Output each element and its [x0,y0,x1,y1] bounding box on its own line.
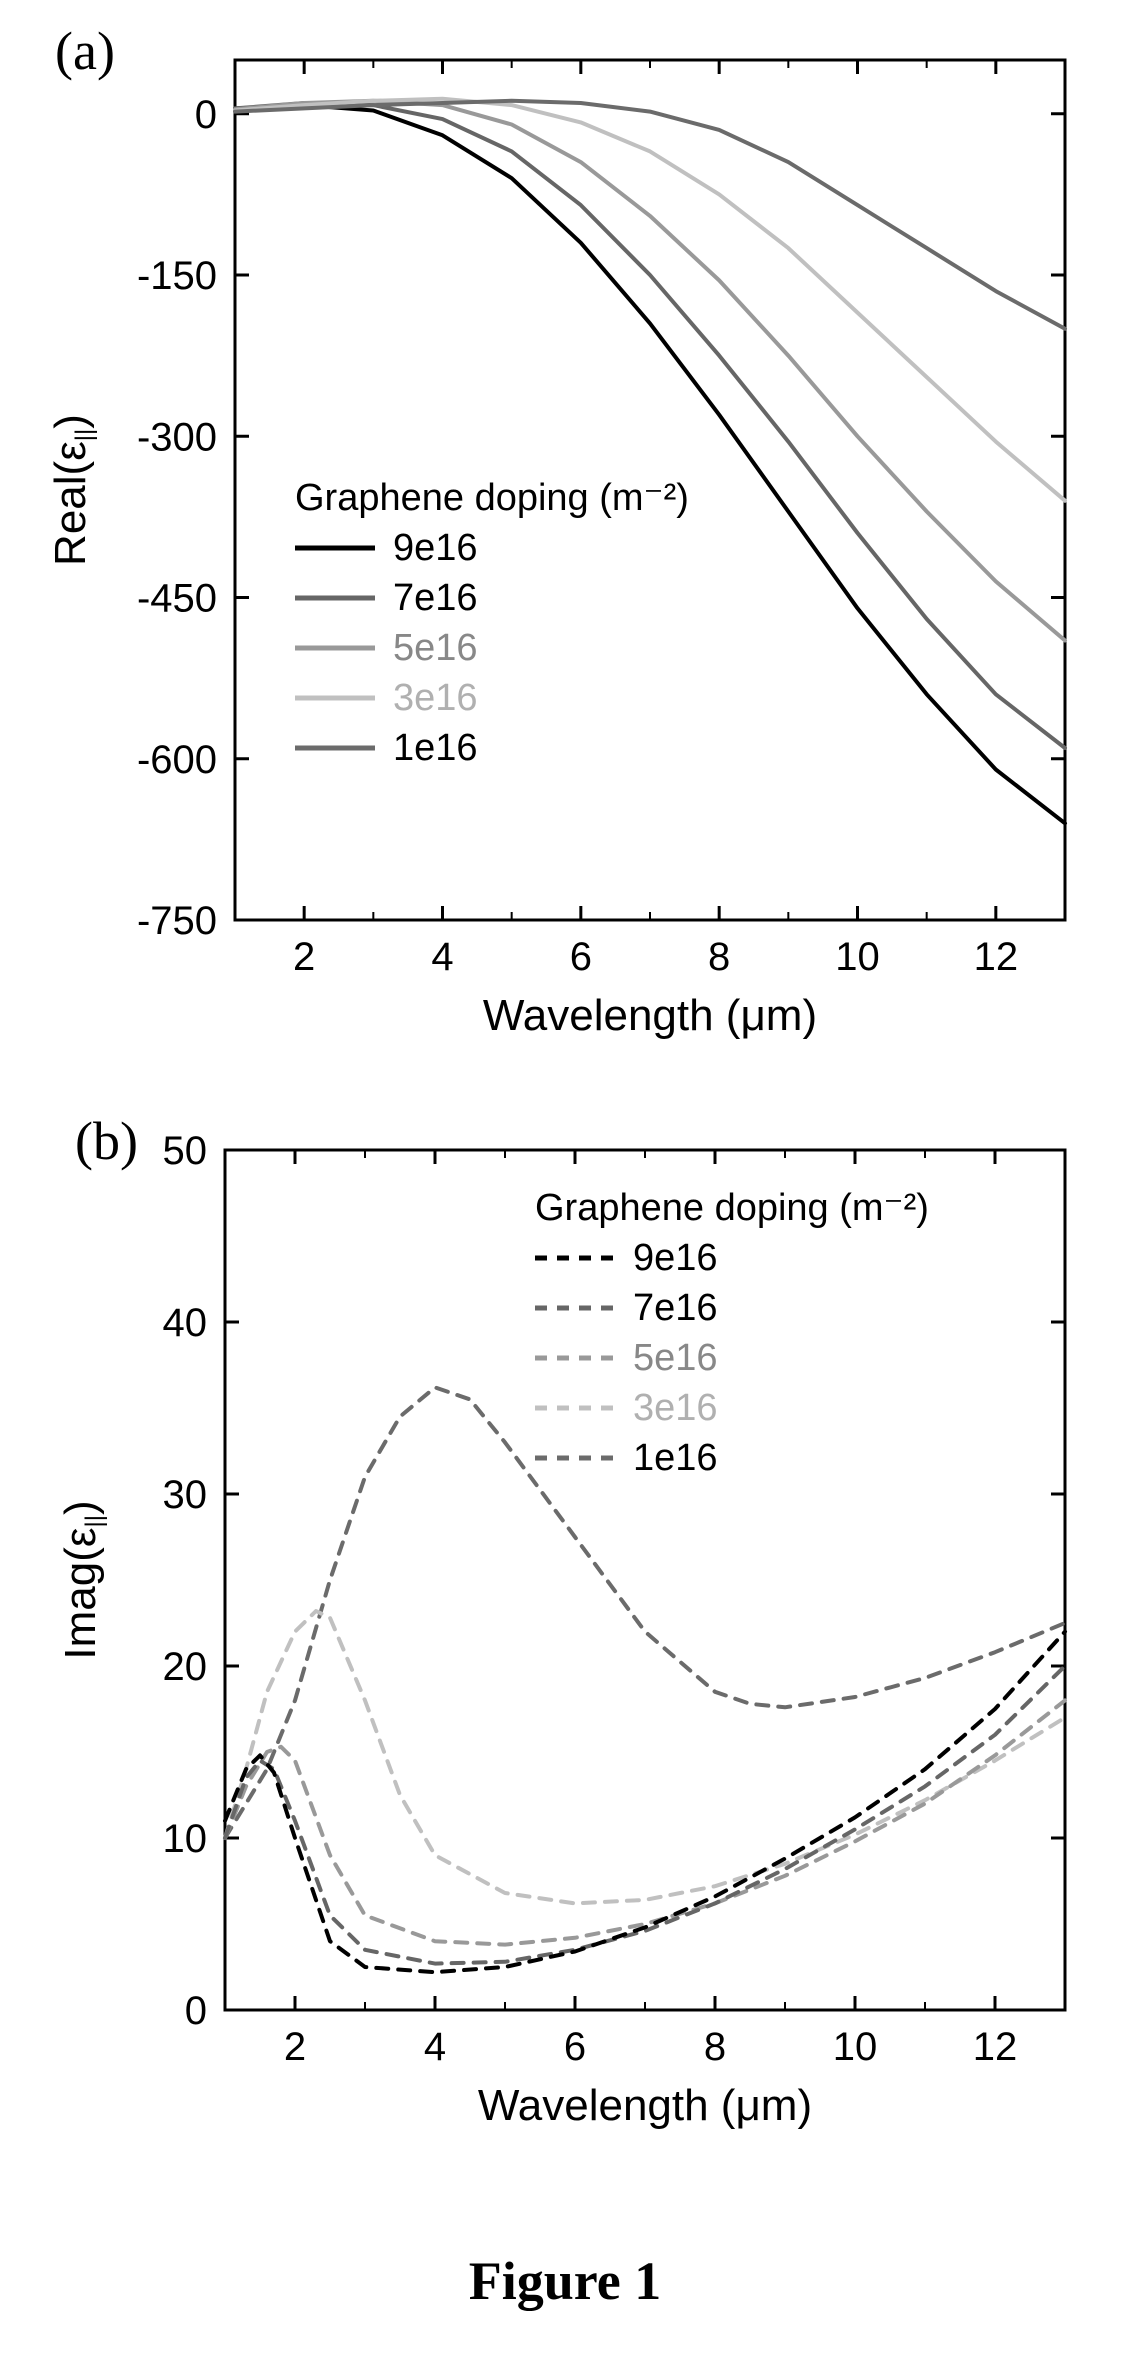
svg-text:5e16: 5e16 [633,1337,718,1379]
svg-text:-600: -600 [137,738,217,782]
svg-text:12: 12 [974,935,1019,979]
svg-text:8: 8 [708,935,730,979]
svg-text:12: 12 [973,2025,1018,2069]
svg-text:9e16: 9e16 [393,527,478,569]
panel-a-label: (a) [55,20,115,82]
svg-text:4: 4 [424,2025,446,2069]
svg-text:Wavelength (μm): Wavelength (μm) [478,2081,812,2130]
svg-text:Graphene doping (m⁻²): Graphene doping (m⁻²) [295,477,689,519]
svg-text:0: 0 [185,1989,207,2033]
svg-text:10: 10 [833,2025,878,2069]
svg-text:20: 20 [163,1645,208,1689]
panel-b: (b) 2 4 6 8 10 12 0 10 20 30 40 50 Wavelength (μm) Im… [35,1110,1095,2160]
svg-text:7e16: 7e16 [633,1287,718,1329]
panel-a-chart: 2 4 6 8 10 12 0 -150 -300 -450 -600 -750 Wavelength … [35,20,1095,1070]
svg-text:5e16: 5e16 [393,627,478,669]
svg-text:40: 40 [163,1301,208,1345]
svg-text:7e16: 7e16 [393,577,478,619]
svg-text:-750: -750 [137,899,217,943]
svg-text:30: 30 [163,1473,208,1517]
svg-text:1e16: 1e16 [393,727,478,769]
svg-text:3e16: 3e16 [633,1387,718,1429]
svg-text:2: 2 [293,935,315,979]
panel-b-chart: 2 4 6 8 10 12 0 10 20 30 40 50 Wavelength (μm) Imag(ε… [35,1110,1095,2160]
svg-text:Imag(ε||): Imag(ε||) [56,1500,108,1659]
panel-a: (a) 2 4 6 8 10 12 0 -150 -300 -450 -600 -750 Wavelen… [35,20,1095,1070]
svg-text:-450: -450 [137,577,217,621]
svg-text:1e16: 1e16 [633,1437,718,1479]
panel-b-label: (b) [75,1110,138,1172]
svg-text:Wavelength (μm): Wavelength (μm) [483,991,817,1040]
svg-text:4: 4 [431,935,453,979]
svg-text:6: 6 [564,2025,586,2069]
figure-page: (a) 2 4 6 8 10 12 0 -150 -300 -450 -600 -750 Wavelen… [0,0,1130,2352]
svg-text:6: 6 [570,935,592,979]
svg-text:0: 0 [195,93,217,137]
svg-text:-150: -150 [137,254,217,298]
svg-text:8: 8 [704,2025,726,2069]
figure-caption: Figure 1 [0,2250,1130,2312]
svg-text:9e16: 9e16 [633,1237,718,1279]
svg-text:3e16: 3e16 [393,677,478,719]
svg-text:10: 10 [835,935,880,979]
svg-text:10: 10 [163,1817,208,1861]
svg-text:Graphene doping (m⁻²): Graphene doping (m⁻²) [535,1187,929,1229]
svg-text:2: 2 [284,2025,306,2069]
svg-text:-300: -300 [137,415,217,459]
svg-text:50: 50 [163,1129,208,1173]
svg-text:Real(ε||): Real(ε||) [46,414,98,566]
